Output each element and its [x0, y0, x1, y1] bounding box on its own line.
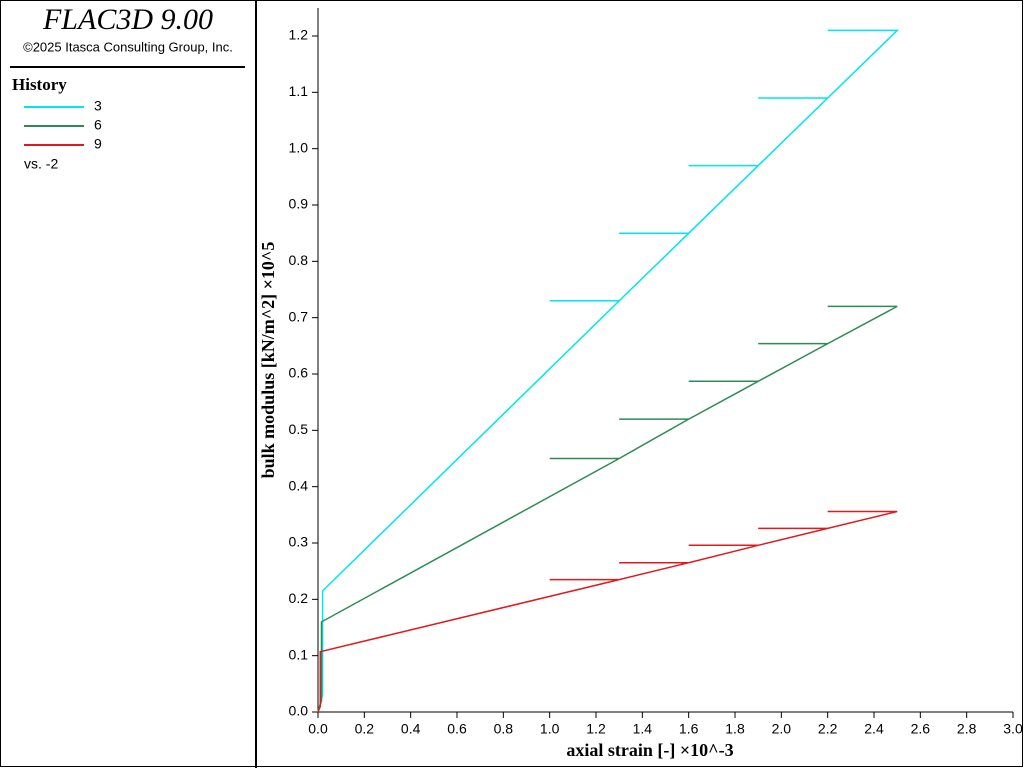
legend-label: 6 — [94, 117, 102, 133]
y-tick-label: 0.8 — [289, 252, 309, 268]
y-tick-label: 0.3 — [289, 534, 309, 550]
x-tick-label: 1.6 — [679, 721, 699, 737]
legend-label: 3 — [94, 98, 102, 114]
x-tick-label: 0.2 — [355, 721, 375, 737]
x-tick-label: 2.6 — [911, 721, 931, 737]
x-tick-label: 0.8 — [494, 721, 514, 737]
x-tick-label: 0.6 — [447, 721, 467, 737]
legend-label: 9 — [94, 136, 102, 152]
copyright: ©2025 Itasca Consulting Group, Inc. — [23, 39, 233, 54]
y-tick-label: 1.2 — [289, 27, 309, 43]
x-tick-label: 1.4 — [633, 721, 653, 737]
y-tick-label: 0.2 — [289, 590, 309, 606]
series-line — [317, 510, 898, 713]
series-line — [317, 29, 900, 713]
x-tick-label: 1.2 — [586, 721, 606, 737]
y-axis-label: bulk modulus [kN/m^2] ×10^5 — [258, 242, 278, 479]
x-tick-label: 2.0 — [772, 721, 792, 737]
y-tick-label: 0.6 — [289, 365, 309, 381]
x-tick-label: 2.2 — [818, 721, 838, 737]
legend-title: History — [12, 75, 67, 94]
y-tick-label: 0.4 — [289, 477, 309, 493]
y-tick-label: 0.5 — [289, 421, 309, 437]
legend-note: vs. -2 — [24, 156, 58, 172]
y-tick-label: 0.0 — [289, 703, 309, 719]
y-tick-label: 1.0 — [289, 139, 309, 155]
x-tick-label: 2.8 — [957, 721, 977, 737]
series-line — [317, 305, 898, 713]
x-tick-label: 1.0 — [540, 721, 560, 737]
y-tick-label: 0.9 — [289, 196, 309, 212]
x-tick-label: 0.4 — [401, 721, 421, 737]
y-tick-label: 0.1 — [289, 646, 309, 662]
y-tick-label: 0.7 — [289, 308, 309, 324]
x-tick-label: 0.0 — [308, 721, 328, 737]
app-title: FLAC3D 9.00 — [42, 3, 213, 36]
y-tick-label: 1.1 — [289, 83, 309, 99]
x-tick-label: 1.8 — [725, 721, 745, 737]
x-tick-label: 2.4 — [864, 721, 884, 737]
x-axis-label: axial strain [-] ×10^-3 — [566, 740, 733, 760]
x-tick-label: 3.0 — [1003, 721, 1023, 737]
